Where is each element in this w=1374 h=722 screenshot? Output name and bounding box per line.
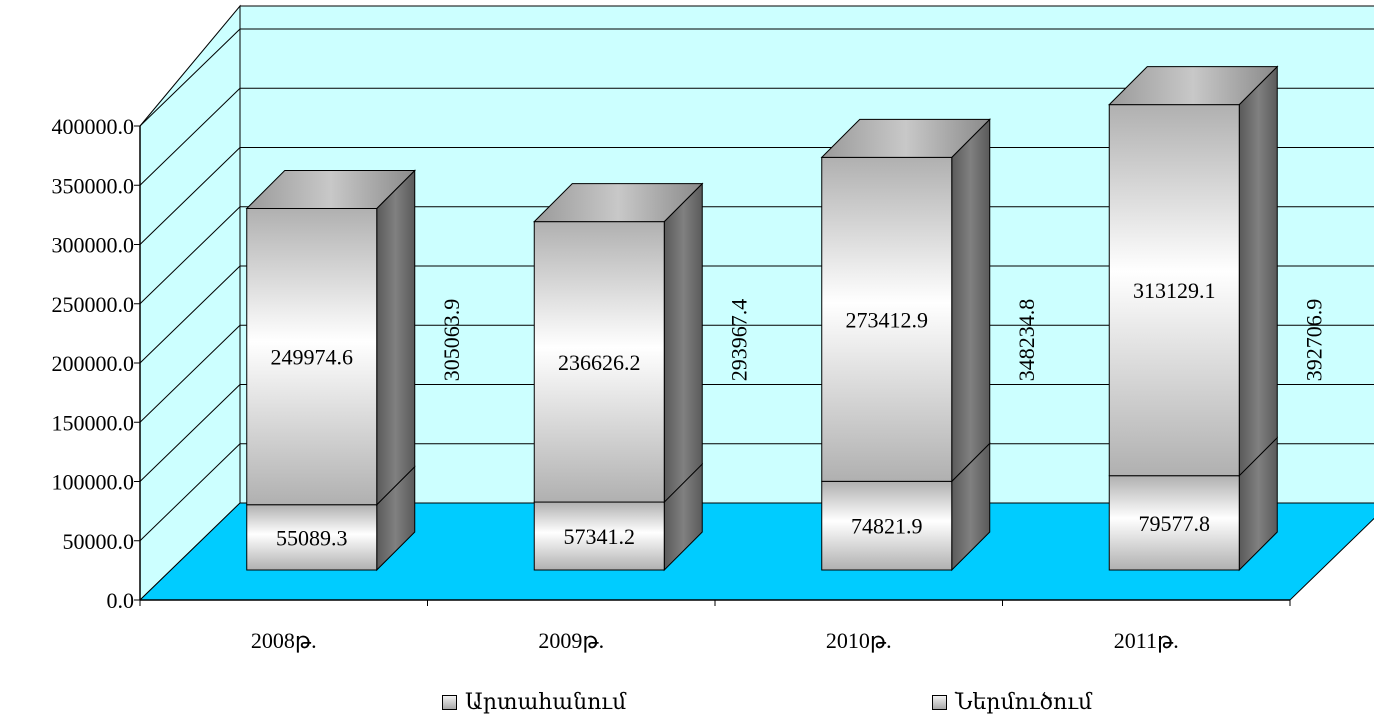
y-tick-label: 250000.0 xyxy=(52,292,135,317)
bar-top xyxy=(533,183,704,223)
x-tick-label: 2009թ. xyxy=(538,628,604,653)
gridline-side xyxy=(139,87,241,186)
bar-segment-1 xyxy=(246,207,378,506)
bar-value-label: 74821.9 xyxy=(851,514,923,539)
x-tick-label: 2008թ. xyxy=(251,628,317,653)
bar-segment-0 xyxy=(1108,475,1240,571)
legend-label-import: Ներմուծում xyxy=(955,689,1093,714)
y-tick-label: 100000.0 xyxy=(52,470,135,495)
bar-side-1 xyxy=(1238,65,1278,477)
bar-segment-1 xyxy=(821,156,953,482)
bar-segment-0 xyxy=(246,504,378,571)
data-labels: 55089.3 249974.6 305063.9 57341.2 236626.2 29… xyxy=(271,278,1327,550)
bar-segment-0 xyxy=(821,480,953,571)
bar-segment-0 xyxy=(533,501,665,571)
bar-value-label: 55089.3 xyxy=(276,525,348,550)
bar-total-label: 348234.8 xyxy=(1014,299,1039,382)
y-tick-label: 150000.0 xyxy=(52,410,135,435)
legend-swatch-export xyxy=(442,694,457,710)
y-tick-label: 350000.0 xyxy=(52,173,135,198)
bar-value-label: 57341.2 xyxy=(564,524,636,549)
gridline-side xyxy=(139,147,241,245)
x-tick-label: 2010թ. xyxy=(826,628,892,653)
bar-value-label: 79577.8 xyxy=(1139,511,1211,536)
bar-side-1 xyxy=(951,118,991,483)
bars xyxy=(245,65,1279,572)
y-tick-label: 50000.0 xyxy=(63,529,135,554)
bar-total-label: 293967.4 xyxy=(726,299,751,382)
bar-value-label: 236626.2 xyxy=(558,350,641,375)
bar-value-label: 249974.6 xyxy=(271,345,354,370)
bar-segment-1 xyxy=(533,221,665,503)
bar-side-1 xyxy=(376,169,416,506)
gridline-side xyxy=(139,206,241,305)
gridline-side xyxy=(139,443,241,542)
y-tick-label: 400000.0 xyxy=(52,114,135,139)
gridline-side xyxy=(139,265,241,364)
y-tick-label: 300000.0 xyxy=(52,233,135,258)
bar-top xyxy=(245,169,416,209)
bar-side-1 xyxy=(663,182,703,504)
bar-top xyxy=(1108,66,1279,106)
legend-swatch-import xyxy=(932,694,947,710)
legend-label-export: Արտահանում xyxy=(465,689,627,714)
bar-total-label: 392706.9 xyxy=(1301,299,1326,382)
legend-item-export: Արտահանում xyxy=(442,689,626,715)
axes: 0.0 50000.0 100000.0 150000.0 200000.0 250000… xyxy=(52,114,1291,653)
bar-value-label: 313129.1 xyxy=(1133,278,1216,303)
gridline-side xyxy=(139,384,241,482)
bar-top xyxy=(820,118,991,158)
gridline-side xyxy=(139,28,241,127)
gridline-side xyxy=(139,324,241,423)
x-tick-label: 2011թ. xyxy=(1114,628,1179,653)
side-wall xyxy=(139,4,241,602)
y-tick-label: 0.0 xyxy=(107,588,135,613)
legend-item-import: Ներմուծում xyxy=(932,689,1092,715)
y-tick-label: 200000.0 xyxy=(52,351,135,376)
bar-value-label: 273412.9 xyxy=(846,307,929,332)
bar-total-label: 305063.9 xyxy=(439,299,464,382)
